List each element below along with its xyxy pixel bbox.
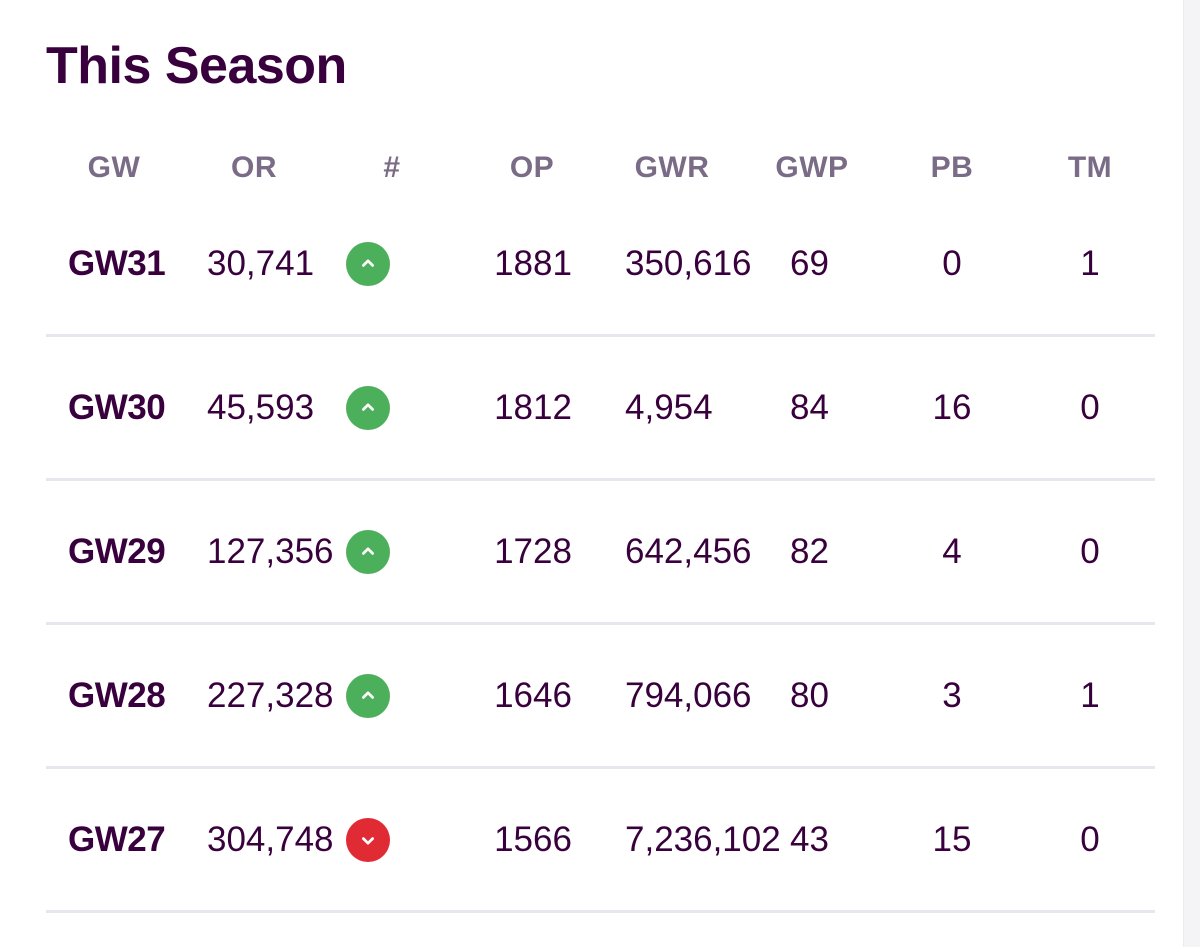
section-title: This Season xyxy=(46,37,347,95)
cell-op: 1728 xyxy=(494,532,572,571)
chevron-up-icon xyxy=(346,530,390,574)
table-row[interactable]: GW27 304,748 1566 7,236,102 43 15 0 xyxy=(0,769,1183,913)
cell-or: 30,741 xyxy=(207,244,315,283)
cell-op: 1566 xyxy=(494,820,572,859)
header-or: OR xyxy=(231,151,277,184)
header-pb: PB xyxy=(930,151,974,184)
row-divider xyxy=(46,910,1155,913)
header-op: OP xyxy=(509,151,555,184)
cell-gwr: 7,236,102 xyxy=(625,820,781,859)
cell-gwr: 794,066 xyxy=(625,676,752,715)
cell-gwp: 80 xyxy=(790,676,829,715)
header-gwr: GWR xyxy=(634,151,710,184)
chevron-up-icon xyxy=(346,242,390,286)
cell-gwp: 69 xyxy=(790,244,829,283)
header-tm: TM xyxy=(1067,151,1113,184)
row-divider xyxy=(46,334,1155,337)
cell-pb: 3 xyxy=(942,676,962,715)
cell-gw[interactable]: GW31 xyxy=(68,244,166,283)
table-body: GW31 30,741 1881 350,616 69 0 1 GW30 45,… xyxy=(0,193,1183,913)
row-divider xyxy=(46,478,1155,481)
row-divider xyxy=(46,622,1155,625)
cell-tm: 0 xyxy=(1080,388,1100,427)
table-row[interactable]: GW28 227,328 1646 794,066 80 3 1 xyxy=(0,625,1183,769)
header-gw: GW xyxy=(87,151,141,184)
cell-pb: 15 xyxy=(932,820,972,859)
cell-tm: 0 xyxy=(1080,532,1100,571)
cell-gw[interactable]: GW27 xyxy=(68,820,166,859)
cell-gwr: 4,954 xyxy=(625,388,713,427)
cell-tm: 0 xyxy=(1080,820,1100,859)
table-header: GW OR # OP GWR GWP PB TM xyxy=(0,146,1183,190)
cell-op: 1812 xyxy=(494,388,572,427)
header-gwp: GWP xyxy=(775,151,849,184)
cell-pb: 16 xyxy=(932,388,972,427)
cell-tm: 1 xyxy=(1080,676,1100,715)
cell-gwp: 43 xyxy=(790,820,829,859)
table-row[interactable]: GW29 127,356 1728 642,456 82 4 0 xyxy=(0,481,1183,625)
table-row[interactable]: GW30 45,593 1812 4,954 84 16 0 xyxy=(0,337,1183,481)
cell-pb: 0 xyxy=(942,244,962,283)
cell-pb: 4 xyxy=(942,532,962,571)
cell-op: 1646 xyxy=(494,676,572,715)
chevron-up-icon xyxy=(346,674,390,718)
cell-gwr: 642,456 xyxy=(625,532,752,571)
cell-gwr: 350,616 xyxy=(625,244,752,283)
cell-gwp: 84 xyxy=(790,388,829,427)
cell-gw[interactable]: GW30 xyxy=(68,388,166,427)
cell-gw[interactable]: GW28 xyxy=(68,676,166,715)
table-row[interactable]: GW31 30,741 1881 350,616 69 0 1 xyxy=(0,193,1183,337)
cell-gw[interactable]: GW29 xyxy=(68,532,166,571)
cell-gwp: 82 xyxy=(790,532,829,571)
cell-tm: 1 xyxy=(1080,244,1100,283)
cell-op: 1881 xyxy=(494,244,572,283)
cell-or: 227,328 xyxy=(207,676,334,715)
chevron-down-icon xyxy=(346,818,390,862)
cell-or: 45,593 xyxy=(207,388,315,427)
row-divider xyxy=(46,766,1155,769)
cell-or: 304,748 xyxy=(207,820,334,859)
cell-or: 127,356 xyxy=(207,532,334,571)
header-rank-movement: # xyxy=(383,151,401,184)
chevron-up-icon xyxy=(346,386,390,430)
